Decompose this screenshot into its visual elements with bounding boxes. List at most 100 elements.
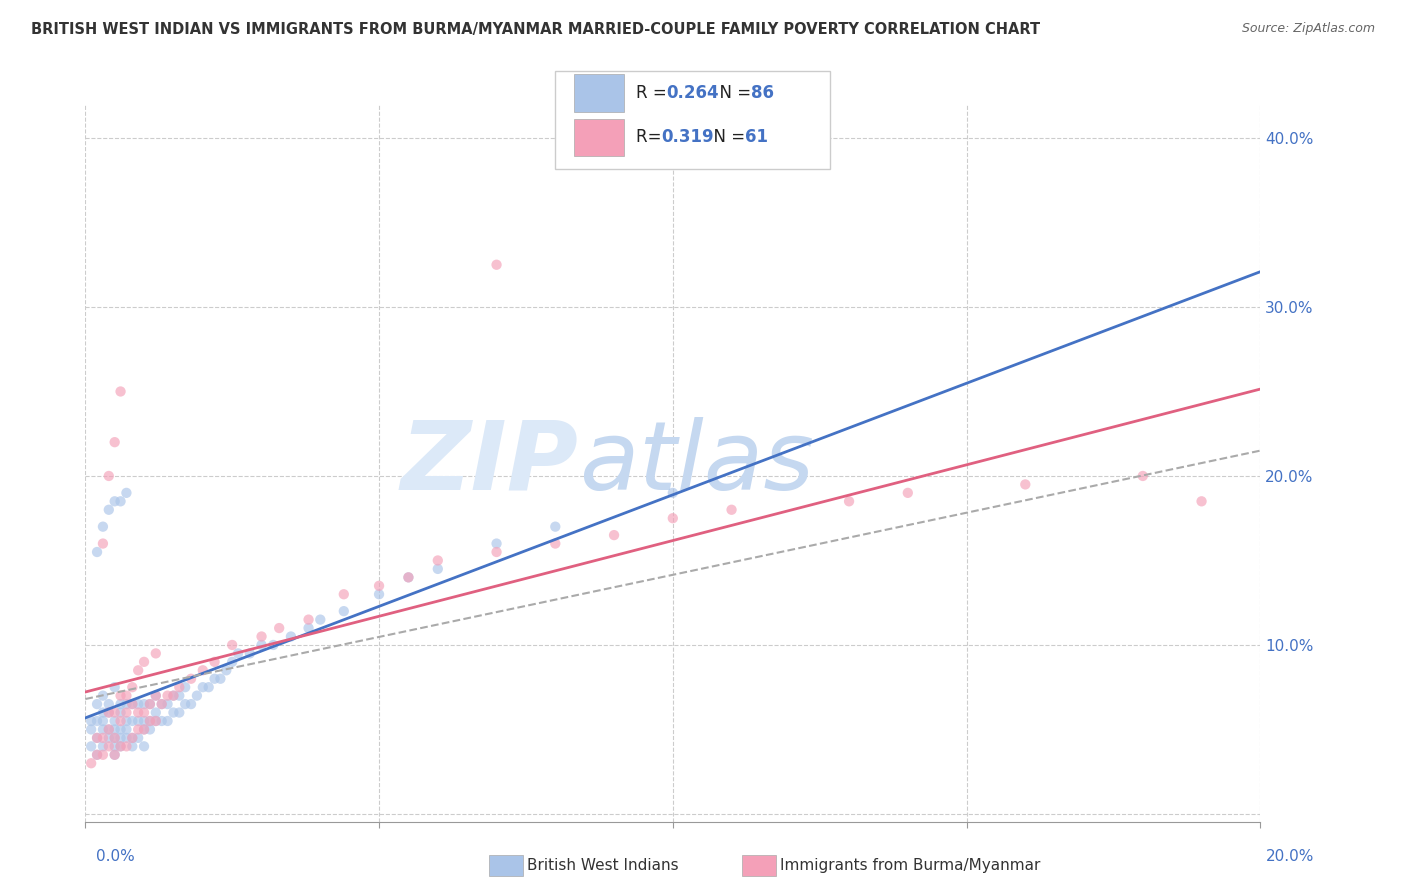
Text: BRITISH WEST INDIAN VS IMMIGRANTS FROM BURMA/MYANMAR MARRIED-COUPLE FAMILY POVER: BRITISH WEST INDIAN VS IMMIGRANTS FROM B…	[31, 22, 1040, 37]
Point	[485, 258, 508, 272]
Point	[145, 689, 167, 703]
Point	[80, 714, 103, 728]
Point	[145, 706, 167, 720]
Point	[280, 630, 302, 644]
Point	[97, 731, 120, 745]
Point	[1191, 494, 1213, 508]
Point	[145, 714, 167, 728]
Point	[204, 655, 226, 669]
Point	[485, 545, 508, 559]
Point	[110, 739, 132, 754]
Text: ZIP: ZIP	[401, 417, 579, 510]
Point	[86, 731, 108, 745]
Point	[115, 697, 138, 711]
Point	[97, 469, 120, 483]
Point	[97, 502, 120, 516]
Text: Source: ZipAtlas.com: Source: ZipAtlas.com	[1241, 22, 1375, 36]
Point	[139, 714, 162, 728]
Point	[110, 739, 132, 754]
Text: Immigrants from Burma/Myanmar: Immigrants from Burma/Myanmar	[780, 858, 1040, 872]
Point	[426, 553, 449, 567]
Point	[86, 747, 108, 762]
Point	[838, 494, 860, 508]
Point	[485, 536, 508, 550]
Point	[97, 706, 120, 720]
Point	[80, 723, 103, 737]
Point	[132, 723, 155, 737]
Point	[150, 714, 173, 728]
Point	[239, 647, 262, 661]
Point	[191, 663, 214, 677]
Point	[174, 680, 197, 694]
Text: 20.0%: 20.0%	[1267, 849, 1315, 864]
Point	[186, 689, 208, 703]
Point	[91, 536, 114, 550]
Point	[115, 723, 138, 737]
Point	[91, 519, 114, 533]
Text: 0.264: 0.264	[666, 84, 718, 102]
Text: 86: 86	[751, 84, 773, 102]
Point	[180, 697, 202, 711]
Point	[97, 723, 120, 737]
Point	[226, 647, 249, 661]
Point	[86, 697, 108, 711]
Point	[156, 714, 179, 728]
Point	[262, 638, 284, 652]
Point	[104, 706, 127, 720]
Point	[191, 680, 214, 694]
Point	[110, 689, 132, 703]
Text: 61: 61	[745, 128, 768, 146]
Point	[132, 739, 155, 754]
Point	[86, 731, 108, 745]
Point	[115, 486, 138, 500]
Point	[86, 714, 108, 728]
Point	[197, 680, 219, 694]
Point	[333, 587, 356, 601]
Point	[104, 723, 127, 737]
Point	[91, 689, 114, 703]
Point	[127, 731, 149, 745]
Point	[150, 697, 173, 711]
Point	[127, 714, 149, 728]
Text: 0.319: 0.319	[661, 128, 713, 146]
Point	[1132, 469, 1154, 483]
Point	[368, 587, 391, 601]
Text: N =: N =	[709, 84, 756, 102]
Point	[110, 723, 132, 737]
Point	[86, 545, 108, 559]
Point	[91, 747, 114, 762]
Point	[121, 714, 143, 728]
Point	[104, 714, 127, 728]
Point	[169, 680, 191, 694]
Point	[91, 706, 114, 720]
Point	[91, 723, 114, 737]
Text: R =: R =	[636, 84, 672, 102]
Point	[250, 630, 273, 644]
Point	[139, 697, 162, 711]
Point	[104, 435, 127, 450]
Point	[91, 714, 114, 728]
Point	[121, 731, 143, 745]
Point	[110, 697, 132, 711]
Point	[104, 680, 127, 694]
Point	[396, 570, 419, 584]
Point	[156, 689, 179, 703]
Point	[180, 672, 202, 686]
Point	[115, 731, 138, 745]
Point	[110, 731, 132, 745]
Point	[150, 697, 173, 711]
Point	[162, 689, 184, 703]
Point	[333, 604, 356, 618]
Point	[127, 697, 149, 711]
Point	[127, 663, 149, 677]
Point	[139, 697, 162, 711]
Point	[91, 739, 114, 754]
Point	[97, 697, 120, 711]
Point	[221, 655, 243, 669]
Text: N =: N =	[703, 128, 751, 146]
Text: British West Indians: British West Indians	[527, 858, 679, 872]
Point	[544, 536, 567, 550]
Point	[662, 486, 685, 500]
Point	[162, 689, 184, 703]
Point	[162, 706, 184, 720]
